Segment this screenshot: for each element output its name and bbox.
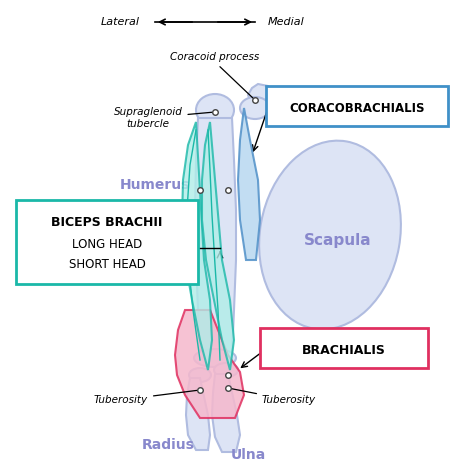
Ellipse shape — [196, 94, 234, 126]
Polygon shape — [195, 118, 236, 355]
Polygon shape — [212, 374, 240, 452]
Text: CORACOBRACHIALIS: CORACOBRACHIALIS — [289, 101, 425, 115]
Text: LONG HEAD: LONG HEAD — [72, 237, 142, 250]
Polygon shape — [238, 108, 260, 260]
Text: BICEPS BRACHII: BICEPS BRACHII — [51, 216, 163, 228]
Ellipse shape — [259, 141, 401, 329]
Ellipse shape — [240, 97, 270, 119]
Text: Supraglenoid
tubercle: Supraglenoid tubercle — [114, 107, 212, 129]
Polygon shape — [182, 122, 212, 370]
Text: Lateral: Lateral — [101, 17, 140, 27]
Polygon shape — [186, 378, 210, 450]
Polygon shape — [175, 310, 244, 418]
Text: Coracoid process: Coracoid process — [170, 52, 260, 98]
Polygon shape — [202, 122, 234, 370]
Ellipse shape — [214, 363, 238, 377]
Text: Tuberosity: Tuberosity — [94, 391, 197, 405]
Text: SHORT HEAD: SHORT HEAD — [69, 257, 146, 271]
Text: BRACHIALIS: BRACHIALIS — [302, 344, 386, 356]
Text: Tuberosity: Tuberosity — [231, 389, 316, 405]
FancyBboxPatch shape — [266, 86, 448, 126]
Text: Humerus: Humerus — [120, 178, 190, 192]
FancyBboxPatch shape — [16, 200, 198, 284]
Polygon shape — [248, 84, 272, 103]
Text: Scapula: Scapula — [304, 233, 372, 247]
Ellipse shape — [194, 349, 236, 367]
Ellipse shape — [189, 368, 211, 382]
FancyBboxPatch shape — [260, 328, 428, 368]
Text: Radius: Radius — [142, 438, 194, 452]
Text: Ulna: Ulna — [230, 448, 265, 462]
Text: Medial: Medial — [268, 17, 305, 27]
